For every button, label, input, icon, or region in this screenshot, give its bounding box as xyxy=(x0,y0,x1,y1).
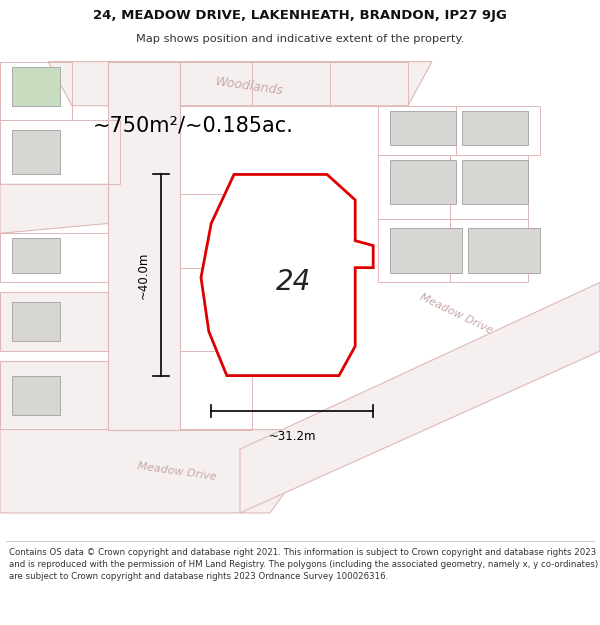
Text: 24: 24 xyxy=(277,268,311,296)
Polygon shape xyxy=(462,111,528,145)
Text: ~40.0m: ~40.0m xyxy=(137,251,150,299)
Polygon shape xyxy=(390,228,462,272)
Polygon shape xyxy=(468,228,540,272)
Polygon shape xyxy=(12,376,60,415)
Polygon shape xyxy=(0,429,330,513)
Polygon shape xyxy=(390,160,456,204)
Text: Meadow Drive: Meadow Drive xyxy=(137,461,217,482)
Polygon shape xyxy=(0,361,108,429)
Polygon shape xyxy=(462,160,528,204)
Polygon shape xyxy=(0,184,120,233)
Text: 24, MEADOW DRIVE, LAKENHEATH, BRANDON, IP27 9JG: 24, MEADOW DRIVE, LAKENHEATH, BRANDON, I… xyxy=(93,9,507,22)
Polygon shape xyxy=(240,282,600,513)
Polygon shape xyxy=(12,130,60,174)
Polygon shape xyxy=(12,302,60,341)
Polygon shape xyxy=(48,62,432,106)
Text: Contains OS data © Crown copyright and database right 2021. This information is : Contains OS data © Crown copyright and d… xyxy=(9,548,598,581)
Polygon shape xyxy=(12,238,60,272)
Polygon shape xyxy=(0,292,108,351)
Text: ~750m²/~0.185ac.: ~750m²/~0.185ac. xyxy=(93,116,294,136)
Text: Meadow Drive: Meadow Drive xyxy=(418,292,494,336)
Text: Woodlands: Woodlands xyxy=(214,75,284,98)
Polygon shape xyxy=(12,66,60,106)
Polygon shape xyxy=(201,174,373,376)
Text: Map shows position and indicative extent of the property.: Map shows position and indicative extent… xyxy=(136,34,464,44)
Text: ~31.2m: ~31.2m xyxy=(268,429,316,442)
Polygon shape xyxy=(108,62,180,429)
Polygon shape xyxy=(390,111,456,145)
